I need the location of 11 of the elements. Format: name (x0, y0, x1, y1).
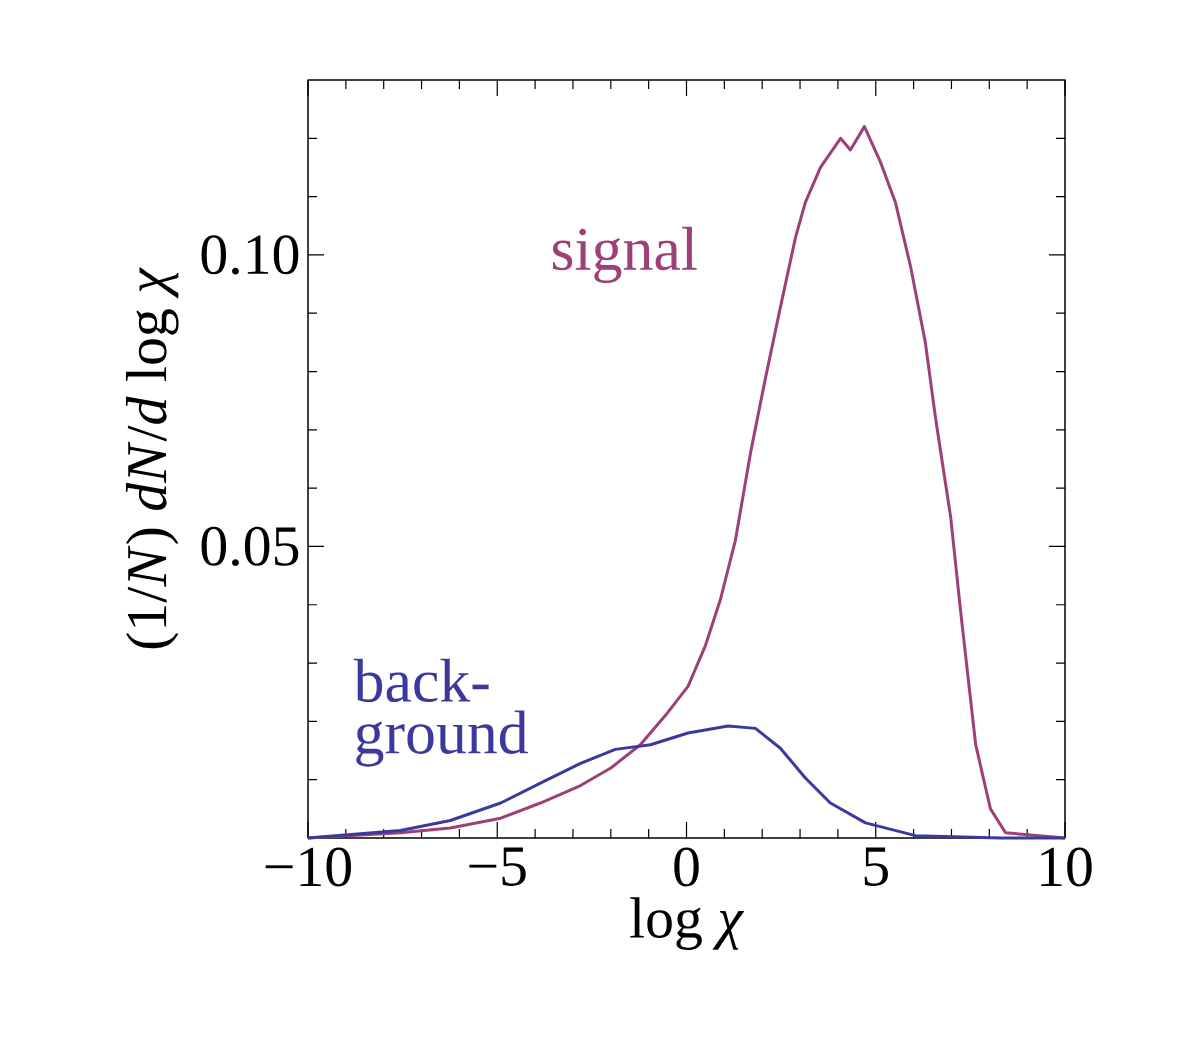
x-tick-label: −10 (265, 847, 351, 887)
y-axis-title: (1/N) dN/d log χ (125, 267, 179, 649)
series-label: back-ground (353, 658, 528, 767)
y-tick-label: 0.10 (201, 235, 299, 275)
x-axis-title: log χ (630, 897, 744, 950)
y-tick-label: 0.05 (201, 526, 299, 567)
x-tick-label: −5 (469, 847, 526, 886)
series-label: signal (552, 226, 697, 284)
x-tick-label: 10 (1041, 847, 1092, 887)
x-tick-label: 5 (864, 847, 888, 886)
x-tick-label: 0 (674, 847, 699, 887)
